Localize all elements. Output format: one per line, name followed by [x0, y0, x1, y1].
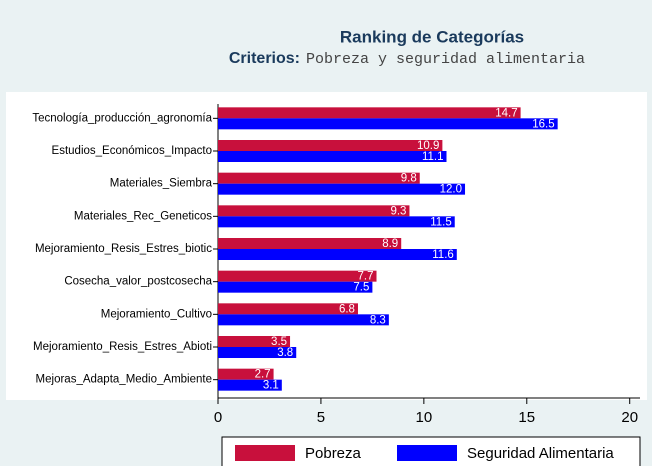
value-label: 7.5 [353, 282, 369, 294]
bar [218, 249, 457, 260]
bar [218, 205, 410, 217]
x-tick-label: 10 [416, 409, 433, 426]
bar [218, 151, 447, 162]
bar [218, 172, 420, 184]
legend-swatch [235, 445, 295, 461]
value-label: 16.5 [532, 118, 554, 130]
bar [218, 118, 558, 130]
value-label: 2.7 [255, 369, 271, 381]
legend-label: Pobreza [305, 445, 362, 462]
bar [218, 270, 377, 282]
value-label: 11.5 [430, 216, 452, 228]
value-label: 3.8 [277, 347, 293, 359]
bar [218, 281, 373, 293]
y-tick-label: Materiales_Rec_Geneticos [74, 210, 212, 222]
value-label: 11.6 [432, 249, 454, 261]
value-label: 3.5 [271, 336, 287, 348]
y-tick-label: Mejoras_Adapta_Medio_Ambiente [36, 374, 212, 386]
x-tick-label: 0 [214, 409, 222, 426]
value-label: 11.1 [422, 151, 444, 163]
value-label: 3.1 [263, 380, 279, 392]
y-tick-label: Tecnología_producción_agronomía [32, 112, 212, 124]
chart-title: Ranking de Categorías [340, 27, 524, 46]
y-tick-label: Cosecha_valor_postcosecha [64, 276, 212, 288]
y-tick-label: Materiales_Siembra [110, 178, 213, 190]
bar [218, 216, 455, 228]
x-tick-label: 20 [621, 409, 638, 426]
bar [218, 238, 402, 249]
value-label: 12.0 [440, 184, 462, 196]
y-tick-label: Mejoramiento_Resis_Estres_Abioti [33, 341, 212, 353]
bar [218, 303, 358, 315]
x-tick-label: 15 [518, 409, 535, 426]
bar [218, 183, 466, 195]
bar [218, 107, 521, 119]
value-label: 14.7 [495, 107, 517, 119]
value-label: 8.9 [382, 238, 398, 250]
legend-label: Seguridad Alimentaria [467, 445, 614, 462]
subtitle-label: Criterios: [229, 50, 300, 67]
legend-swatch [397, 445, 457, 461]
subtitle: Pobreza y seguridad alimentaria [306, 51, 585, 68]
value-label: 9.3 [390, 205, 406, 217]
bar [218, 368, 274, 380]
value-label: 10.9 [417, 140, 439, 152]
y-tick-label: Mejoramiento_Resis_Estres_biotic [35, 243, 212, 255]
value-label: 9.8 [401, 173, 417, 185]
bar [218, 314, 389, 326]
value-label: 6.8 [339, 303, 355, 315]
bar [218, 347, 297, 358]
y-tick-label: Mejoramiento_Cultivo [101, 308, 212, 320]
bar [218, 140, 443, 151]
y-tick-label: Estudios_Económicos_Impacto [52, 145, 212, 157]
value-label: 8.3 [370, 314, 386, 326]
bar [218, 336, 291, 347]
value-label: 7.7 [358, 271, 374, 283]
x-tick-label: 5 [317, 409, 325, 426]
bar [218, 379, 282, 391]
